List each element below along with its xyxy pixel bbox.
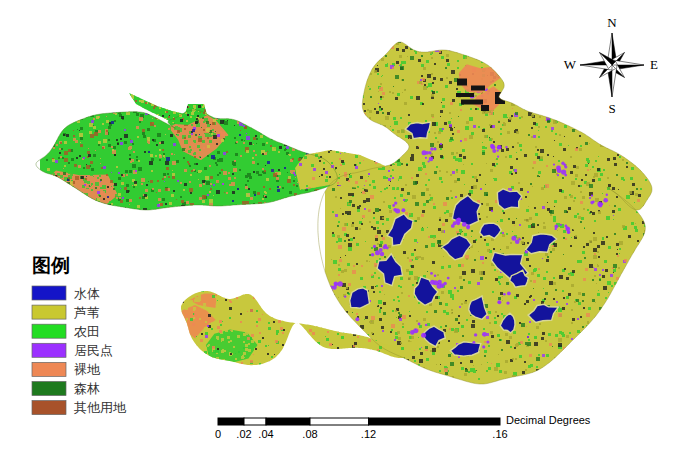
svg-text:居民点: 居民点 (74, 343, 113, 358)
svg-text:图例: 图例 (32, 255, 70, 276)
svg-text:芦苇: 芦苇 (74, 305, 100, 320)
svg-text:N: N (607, 15, 617, 30)
svg-text:农田: 农田 (74, 324, 100, 339)
svg-text:E: E (650, 57, 658, 72)
svg-text:裸地: 裸地 (74, 362, 101, 377)
svg-text:.04: .04 (258, 428, 273, 440)
svg-text:.08: .08 (302, 428, 317, 440)
svg-text:0: 0 (215, 428, 221, 440)
svg-text:水体: 水体 (74, 286, 100, 301)
svg-text:.02: .02 (236, 428, 251, 440)
svg-text:.16: .16 (492, 428, 507, 440)
svg-text:Decimal Degrees: Decimal Degrees (506, 414, 591, 426)
svg-text:其他用地: 其他用地 (74, 400, 127, 415)
svg-text:S: S (608, 101, 615, 116)
svg-text:森林: 森林 (74, 381, 100, 396)
svg-text:.12: .12 (361, 428, 376, 440)
svg-text:W: W (564, 57, 577, 72)
